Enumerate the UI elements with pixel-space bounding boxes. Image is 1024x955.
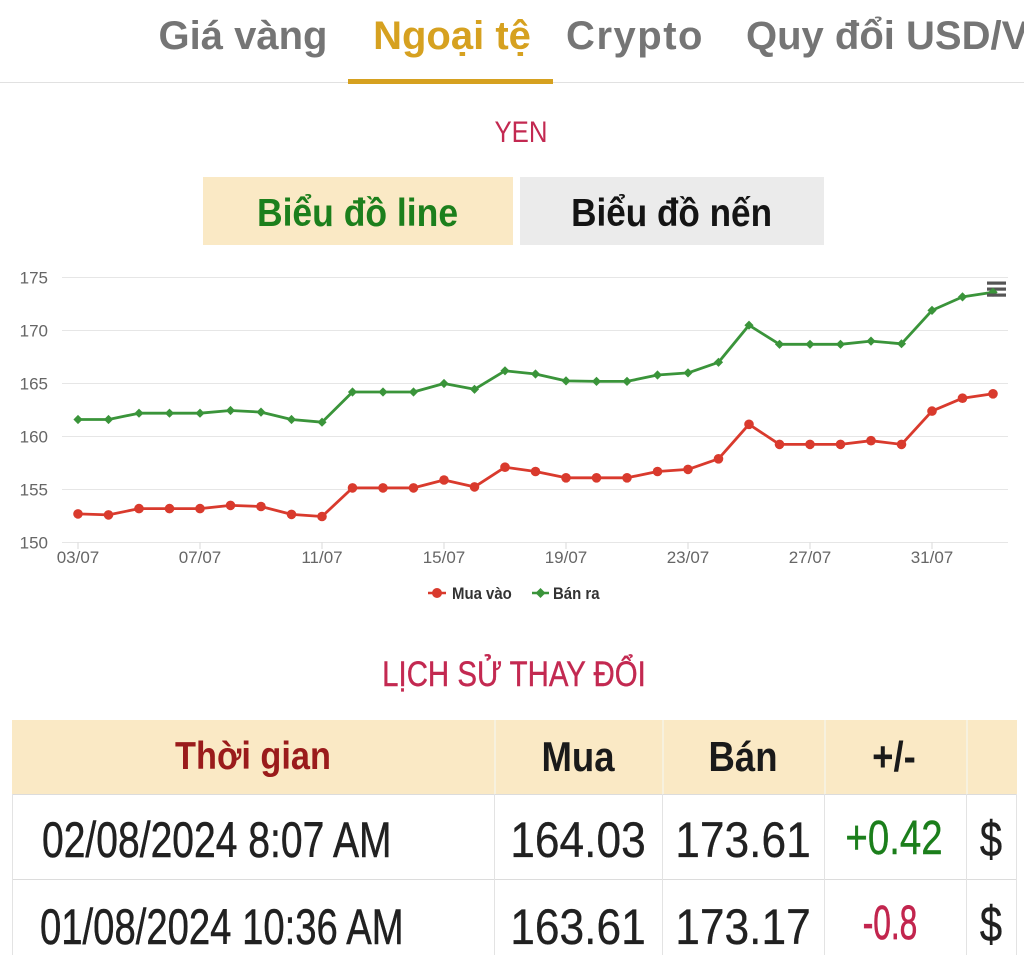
svg-text:27/07: 27/07	[789, 548, 832, 567]
svg-text:175: 175	[20, 269, 48, 288]
svg-text:165: 165	[20, 375, 48, 394]
svg-text:31/07: 31/07	[911, 548, 954, 567]
svg-text:15/07: 15/07	[423, 548, 466, 567]
svg-text:170: 170	[20, 322, 48, 341]
svg-text:03/07: 03/07	[57, 548, 100, 567]
svg-text:07/07: 07/07	[179, 548, 222, 567]
svg-text:155: 155	[20, 481, 48, 500]
svg-text:19/07: 19/07	[545, 548, 588, 567]
svg-text:Bán ra: Bán ra	[553, 585, 600, 603]
svg-text:160: 160	[20, 428, 48, 447]
svg-text:Mua vào: Mua vào	[452, 585, 512, 603]
svg-text:150: 150	[20, 534, 48, 553]
svg-text:23/07: 23/07	[667, 548, 710, 567]
svg-text:11/07: 11/07	[301, 548, 342, 567]
